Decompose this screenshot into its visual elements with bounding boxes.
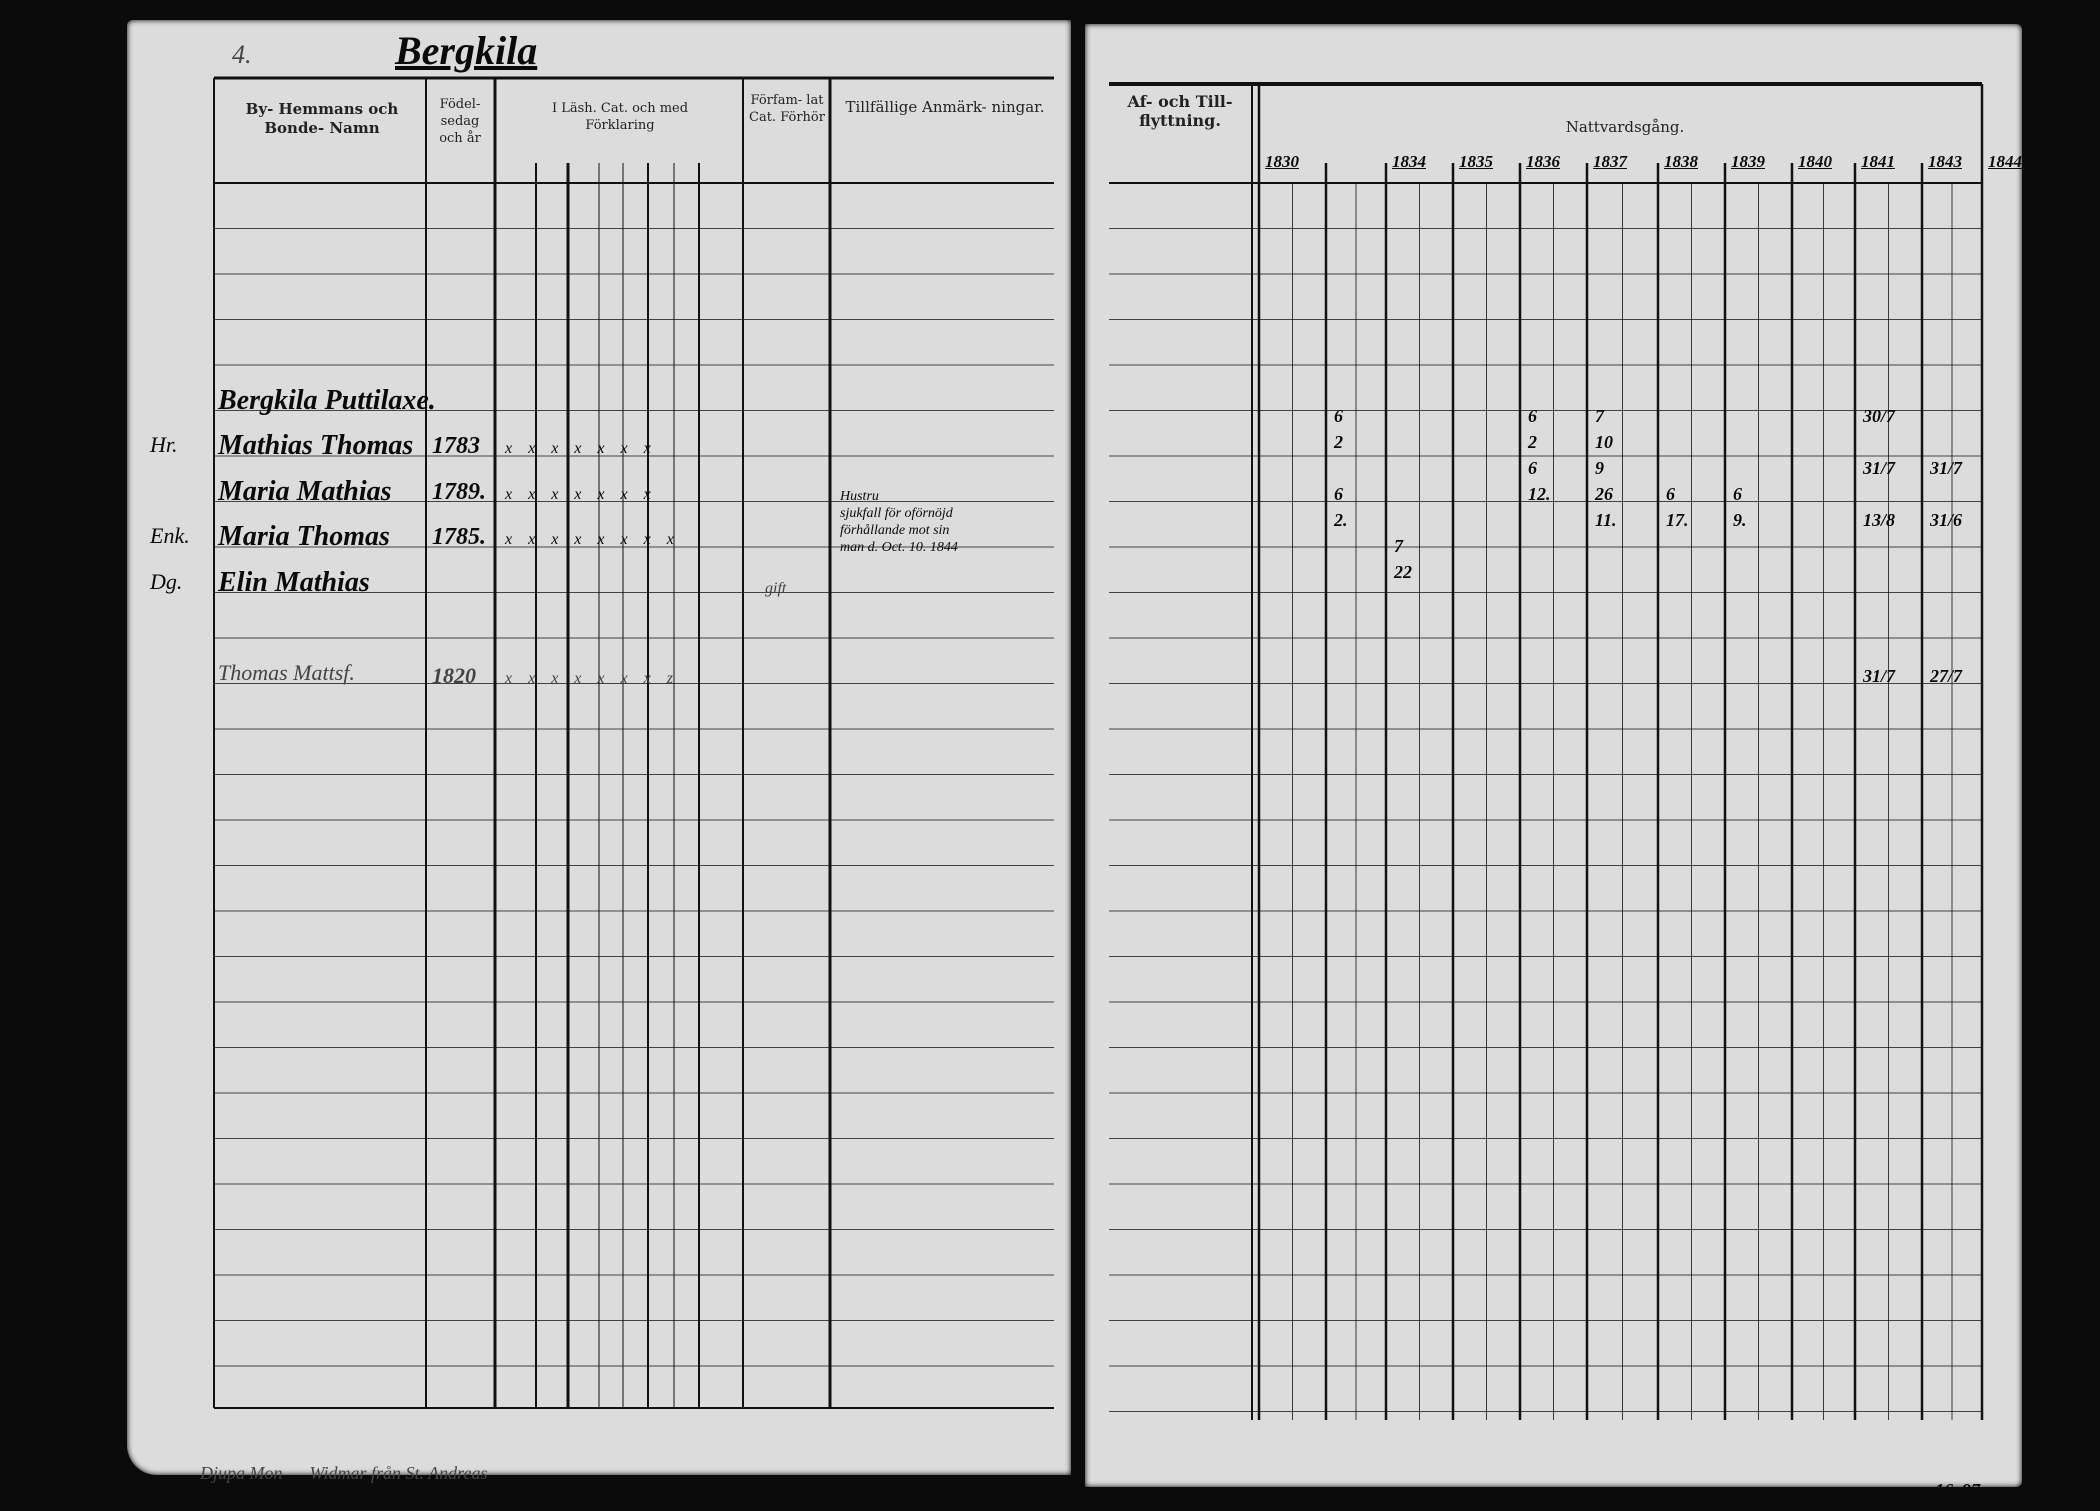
communion-mark: 9 [1595,458,1604,478]
communion-mark: 26 [1595,484,1613,504]
header-name-column: By- Hemmans och Bonde- Namn [245,100,399,137]
entry-reading-marks: x x x x x x x [505,486,657,503]
year-header: 1839 [1731,152,1765,171]
entry-prefix: Enk. [150,523,190,548]
entry-birth-year: 1783 [432,433,480,459]
communion-mark: 2 [1334,432,1343,452]
communion-mark: 6 [1666,484,1675,504]
communion-mark: 17. [1666,510,1689,530]
communion-mark: 31/6 [1930,510,1963,530]
communion-mark: 7 [1595,406,1604,426]
communion-mark: 2. [1334,510,1348,530]
entry-name: Thomas Mattsf. [218,660,355,685]
village-title: Bergkila [395,28,538,73]
year-header: 1840 [1798,152,1832,171]
communion-mark: 13/8 [1863,510,1896,530]
entry-name: Elin Mathias [218,567,370,598]
communion-mark: 12. [1528,484,1551,504]
communion-mark: 31/7 [1863,458,1896,478]
communion-mark: 2 [1528,432,1537,452]
right-page [1085,24,2022,1487]
entry-birth-year: 1820 [432,663,476,688]
communion-mark: 27/7 [1930,666,1963,686]
year-header: 1834 [1392,152,1426,171]
remark-line: sjukfall för oförnöjd [840,506,953,521]
communion-mark: 10 [1595,432,1613,452]
remark-line: Hustru [840,489,879,504]
communion-mark: 31/7 [1930,458,1963,478]
header-moves-column: Af- och Till- flyttning. [1127,92,1233,130]
entry-reading-marks: x x x x x x x x [505,531,680,548]
year-header: 1836 [1526,152,1560,171]
communion-mark: 7 [1394,536,1403,556]
entry-prefix: Dg. [150,569,183,594]
communion-note: gift [765,580,787,597]
header-communion: Nattvardsgång. [1565,118,1685,136]
page-number: 4. [232,40,252,69]
year-header: 1830 [1265,152,1299,171]
communion-mark: 9. [1733,510,1747,530]
communion-mark: 22 [1394,562,1412,582]
entry-reading-marks: x x x x x x x [505,440,657,457]
communion-mark: 6 [1528,458,1537,478]
header-birth-column: Födel- sedag och år [439,97,481,146]
year-header: 1841 [1861,152,1895,171]
entry-name: Bergkila Puttilaxe. [218,385,436,416]
year-header: 1844 [1988,152,2022,171]
communion-mark: 6 [1528,406,1537,426]
year-header: 1837 [1593,152,1627,171]
communion-mark: 31/7 [1863,666,1896,686]
communion-mark: 30/7 [1863,406,1896,426]
entry-name: Maria Thomas [218,521,390,552]
entry-birth-year: 1789. [432,479,486,505]
footer-note: Djupa Mon Widmar från St. Andreas [200,1463,488,1483]
entry-reading-marks: x x x x x x x z [505,670,679,687]
communion-mark: 6 [1334,406,1343,426]
year-header: 1838 [1664,152,1698,171]
remark-line: man d. Oct. 10. 1844 [840,540,958,555]
year-header: 1835 [1459,152,1493,171]
communion-mark: 11. [1595,510,1617,530]
communion-mark: 6 [1334,484,1343,504]
entry-name: Maria Mathias [218,476,392,507]
entry-birth-year: 1785. [432,524,486,550]
remark-line: förhållande mot sin [840,523,950,538]
folio-number: 16. 97 [1935,1480,1980,1500]
communion-mark: 6 [1733,484,1742,504]
header-communion-column: Förfam- lat Cat. Förhör [749,93,825,125]
year-header: 1843 [1928,152,1962,171]
left-page [127,20,1071,1475]
header-reading-column: I Läsh. Cat. och med Förklaring [551,101,689,133]
header-remarks-column: Tillfällige Anmärk- ningar. [845,98,1045,116]
entry-name: Mathias Thomas [218,430,414,461]
remark-note: Hustru sjukfall för oförnöjd förhållande… [840,488,1060,556]
entry-prefix: Hr. [150,432,178,457]
